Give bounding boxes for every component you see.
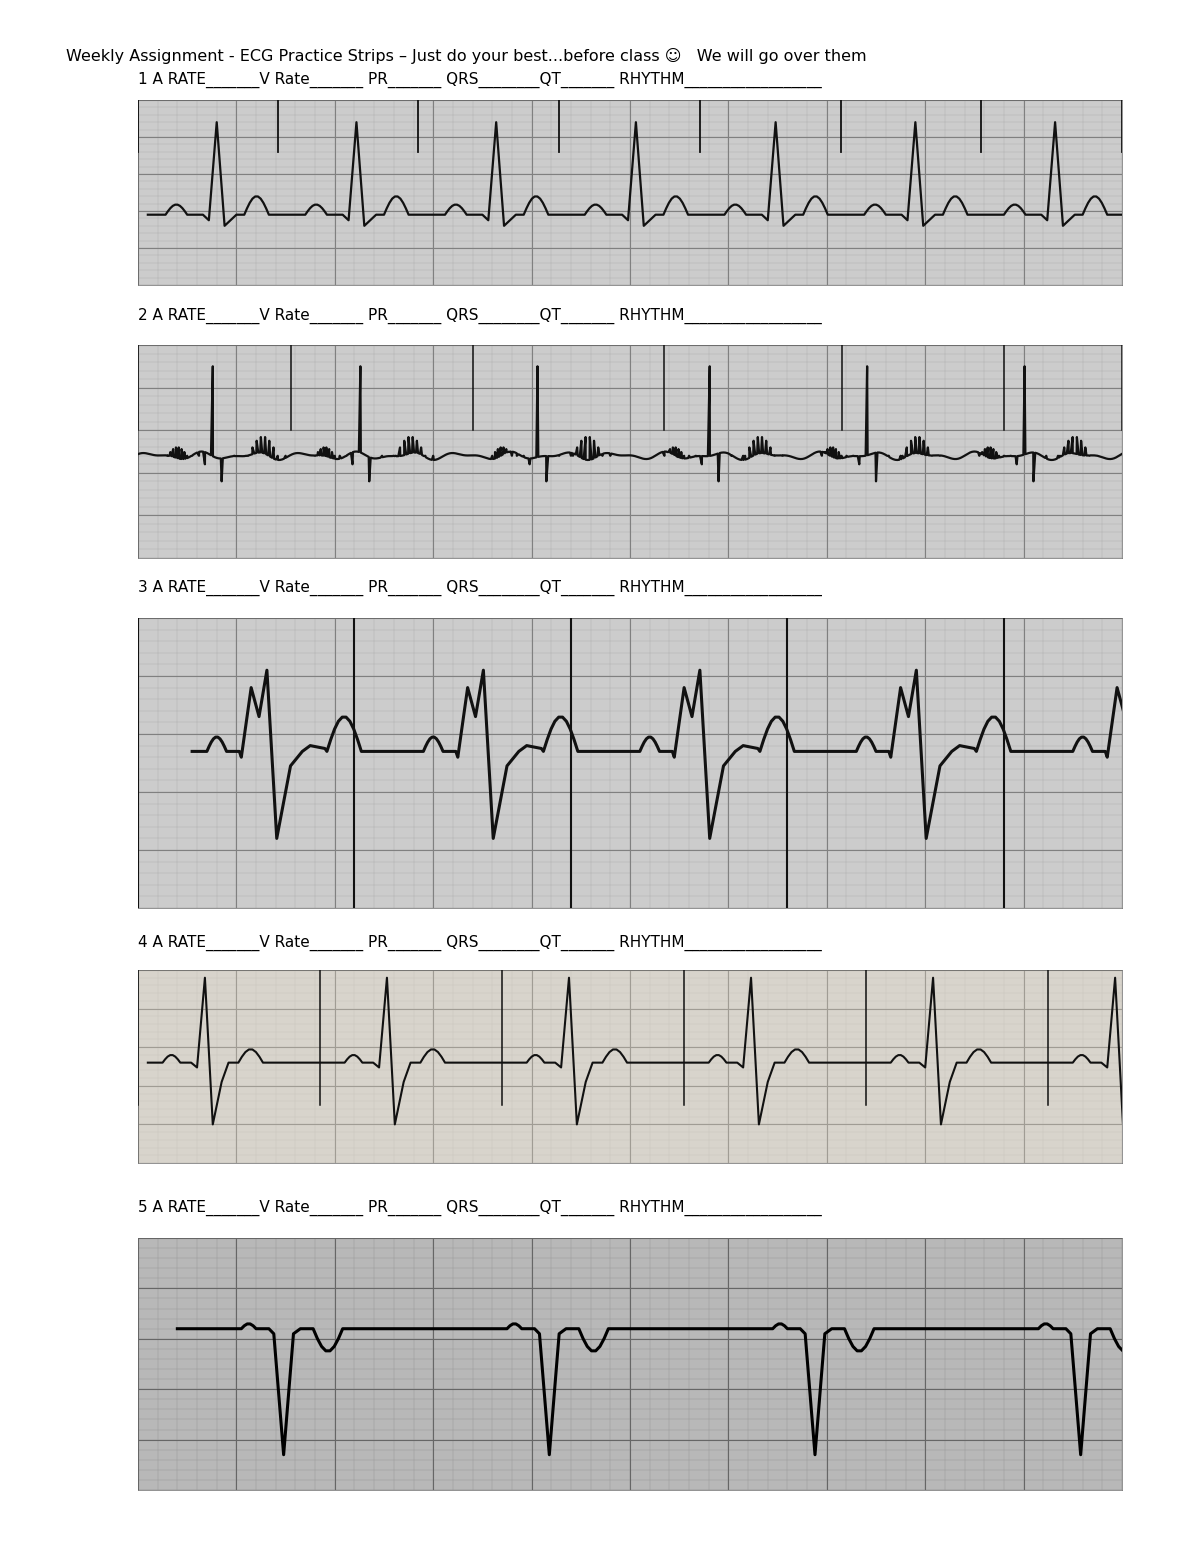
Text: 1 A RATE_______V Rate_______ PR_______ QRS________QT_______ RHYTHM______________: 1 A RATE_______V Rate_______ PR_______ Q…: [138, 71, 822, 89]
Text: 3 A RATE_______V Rate_______ PR_______ QRS________QT_______ RHYTHM______________: 3 A RATE_______V Rate_______ PR_______ Q…: [138, 579, 822, 596]
Text: Weekly Assignment - ECG Practice Strips – Just do your best...before class ☺   W: Weekly Assignment - ECG Practice Strips …: [66, 48, 866, 64]
Text: 5 A RATE_______V Rate_______ PR_______ QRS________QT_______ RHYTHM______________: 5 A RATE_______V Rate_______ PR_______ Q…: [138, 1200, 822, 1216]
Text: 4 A RATE_______V Rate_______ PR_______ QRS________QT_______ RHYTHM______________: 4 A RATE_______V Rate_______ PR_______ Q…: [138, 935, 822, 950]
Text: 2 A RATE_______V Rate_______ PR_______ QRS________QT_______ RHYTHM______________: 2 A RATE_______V Rate_______ PR_______ Q…: [138, 307, 822, 325]
